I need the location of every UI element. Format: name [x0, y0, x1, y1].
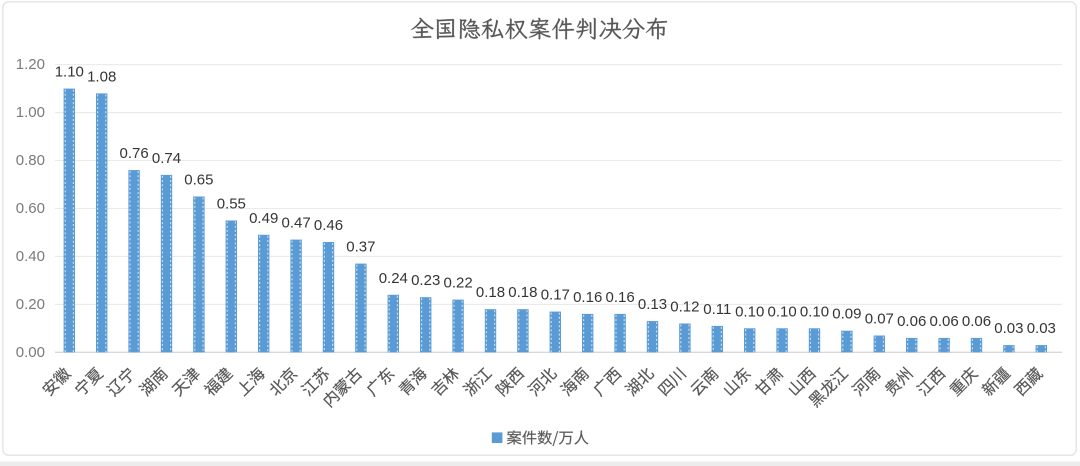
svg-text:0.37: 0.37 [346, 239, 375, 256]
svg-text:0.13: 0.13 [638, 296, 667, 313]
svg-text:0.65: 0.65 [184, 172, 213, 189]
svg-text:0.06: 0.06 [897, 313, 926, 330]
svg-text:0.09: 0.09 [832, 306, 861, 323]
svg-text:0.18: 0.18 [508, 284, 537, 301]
svg-text:0.22: 0.22 [443, 275, 472, 292]
svg-text:0.18: 0.18 [476, 284, 505, 301]
svg-text:0.03: 0.03 [1027, 320, 1056, 337]
svg-text:0.06: 0.06 [962, 313, 991, 330]
svg-text:0.12: 0.12 [670, 299, 699, 316]
svg-text:0.07: 0.07 [865, 311, 894, 328]
svg-text:0.11: 0.11 [703, 301, 731, 318]
svg-text:1.20: 1.20 [16, 56, 45, 73]
svg-text:0.10: 0.10 [735, 303, 764, 320]
svg-text:1.08: 1.08 [87, 68, 116, 85]
svg-text:0.17: 0.17 [541, 287, 570, 304]
svg-text:0.55: 0.55 [217, 196, 246, 213]
svg-text:0.24: 0.24 [379, 270, 408, 287]
svg-text:0.80: 0.80 [16, 152, 45, 169]
svg-text:0.47: 0.47 [281, 215, 310, 232]
svg-text:0.03: 0.03 [994, 320, 1023, 337]
svg-text:0.46: 0.46 [314, 217, 343, 234]
svg-text:0.76: 0.76 [119, 145, 148, 162]
svg-text:0.10: 0.10 [800, 303, 829, 320]
svg-text:1.10: 1.10 [55, 64, 84, 81]
svg-text:1.00: 1.00 [16, 104, 45, 121]
svg-text:0.49: 0.49 [249, 210, 278, 227]
svg-text:0.60: 0.60 [16, 200, 45, 217]
svg-text:0.74: 0.74 [152, 150, 181, 167]
svg-text:0.16: 0.16 [605, 289, 634, 306]
svg-text:0.10: 0.10 [767, 303, 796, 320]
svg-text:0.16: 0.16 [573, 289, 602, 306]
svg-text:0.40: 0.40 [16, 248, 45, 265]
svg-text:0.06: 0.06 [929, 313, 958, 330]
svg-text:0.00: 0.00 [16, 344, 45, 361]
svg-text:0.23: 0.23 [411, 272, 440, 289]
svg-text:0.20: 0.20 [16, 296, 45, 313]
